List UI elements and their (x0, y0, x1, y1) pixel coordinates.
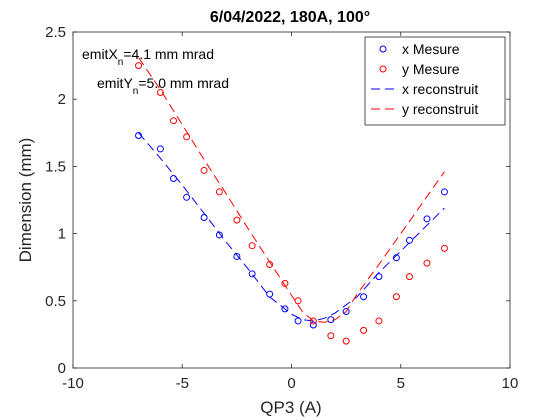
point-x-mesure (440, 188, 448, 196)
point-x-mesure (360, 293, 368, 301)
emittance-annotation: emitYn=5.0 mm mrad (97, 75, 229, 97)
point-y-mesure (215, 188, 223, 196)
series-line-y-reconstruit (138, 57, 445, 323)
point-x-mesure (200, 213, 208, 221)
legend-label: y reconstruit (402, 101, 478, 117)
emittance-annotation: emitXn=4.1 mm mrad (82, 46, 214, 68)
point-y-mesure (183, 133, 191, 141)
annotations: emitXn=4.1 mm mrad emitYn=5.0 mm mrad (82, 46, 229, 97)
point-x-mesure (281, 305, 289, 313)
point-y-mesure (405, 273, 413, 281)
y-tick-label: 0 (58, 360, 66, 377)
point-y-mesure (294, 297, 302, 305)
legend-box (364, 36, 506, 126)
point-y-mesure (327, 332, 335, 340)
point-y-mesure (440, 244, 448, 252)
legend-label: x reconstruit (402, 81, 478, 97)
point-x-mesure (375, 273, 383, 281)
y-axis-label: Dimension (mm) (16, 138, 35, 263)
point-y-mesure (423, 259, 431, 267)
x-axis: -10 -5 0 5 10 (62, 32, 518, 392)
series-markers (135, 62, 448, 345)
point-y-mesure (281, 279, 289, 287)
point-x-mesure (183, 193, 191, 201)
y-tick-label: 1.5 (45, 158, 66, 175)
point-x-mesure (423, 215, 431, 223)
point-y-mesure (375, 317, 383, 325)
x-tick-label: -5 (176, 375, 189, 392)
point-x-mesure (156, 145, 164, 153)
legend-label: x Mesure (402, 41, 460, 57)
point-y-mesure (266, 261, 274, 269)
legend-marker-icon (379, 65, 387, 73)
x-tick-label: 5 (397, 375, 405, 392)
x-tick-label: 0 (287, 375, 295, 392)
point-x-mesure (405, 236, 413, 244)
point-y-mesure (200, 166, 208, 174)
chart-title: 6/04/2022, 180A, 100° (210, 9, 370, 26)
legend: x Mesure y Mesure x reconstruit y reconstru… (364, 36, 506, 126)
point-x-mesure (327, 316, 335, 324)
point-x-mesure (248, 270, 256, 278)
point-y-mesure (156, 88, 164, 96)
y-tick-label: 2.5 (45, 24, 66, 41)
point-y-mesure (392, 293, 400, 301)
y-tick-label: 1 (58, 226, 66, 243)
x-tick-label: 10 (502, 375, 519, 392)
series-line-x-reconstruit (138, 132, 445, 322)
point-y-mesure (309, 317, 317, 325)
legend-label: y Mesure (402, 61, 460, 77)
point-x-mesure (215, 231, 223, 239)
point-y-mesure (248, 242, 256, 250)
x-tick-label: -10 (62, 375, 84, 392)
series-lines (138, 57, 445, 323)
point-y-mesure (170, 117, 178, 125)
point-x-mesure (309, 321, 317, 329)
y-axis: 0 0.5 1 1.5 2 2.5 (45, 24, 510, 377)
point-x-mesure (392, 254, 400, 262)
point-x-mesure (266, 290, 274, 298)
point-y-mesure (360, 326, 368, 334)
y-tick-label: 0.5 (45, 293, 66, 310)
point-y-mesure (233, 216, 241, 224)
x-axis-label: QP3 (A) (260, 398, 321, 417)
point-y-mesure (135, 62, 143, 70)
point-x-mesure (294, 317, 302, 325)
point-x-mesure (135, 131, 143, 139)
legend-marker-icon (379, 45, 387, 53)
point-y-mesure (342, 337, 350, 345)
point-x-mesure (342, 308, 350, 316)
y-tick-label: 2 (58, 91, 66, 108)
point-x-mesure (233, 252, 241, 260)
point-x-mesure (170, 174, 178, 182)
